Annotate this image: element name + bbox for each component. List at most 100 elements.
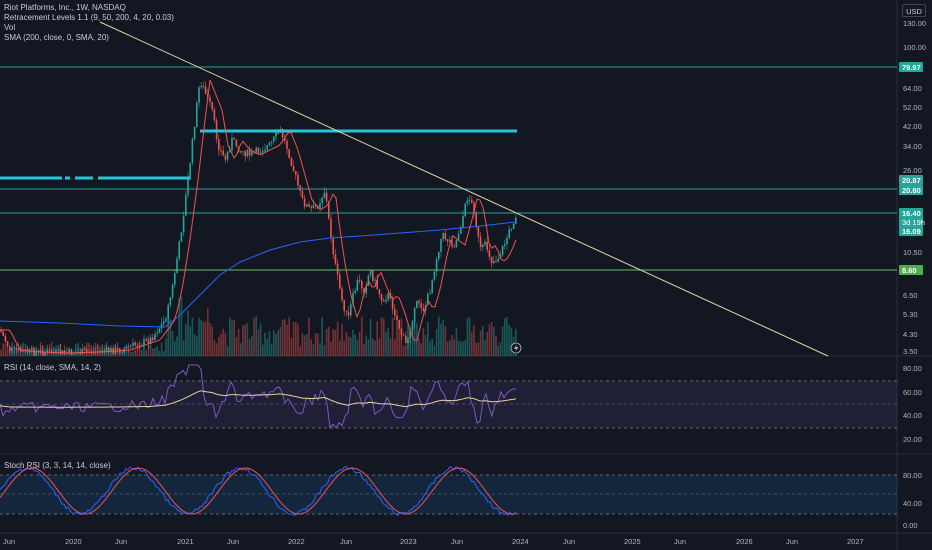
candle-body [145, 339, 147, 340]
candle-body [277, 133, 279, 134]
volume-bar [335, 330, 337, 356]
candle-body [159, 328, 161, 333]
volume-bar [445, 326, 447, 356]
candle-body [13, 347, 15, 348]
candle-body [154, 334, 156, 340]
volume-bar [282, 320, 284, 356]
volume-bar [508, 325, 510, 356]
volume-bar [434, 346, 436, 356]
candle-body [2, 332, 4, 336]
volume-bar [264, 333, 266, 356]
candle-body [49, 350, 51, 351]
candle-body [442, 233, 444, 239]
time-tick: Jun [786, 537, 798, 546]
volume-bar [339, 341, 341, 356]
candle-body [200, 86, 202, 87]
candle-body [255, 148, 257, 152]
volume-bar [442, 320, 444, 356]
volume-bar [482, 326, 484, 356]
rsi-axis[interactable]: 80.00 60.00 40.00 20.00 [903, 364, 922, 444]
candle-body [403, 335, 405, 336]
volume-bar [247, 323, 249, 356]
volume-bar [506, 317, 508, 356]
volume-bar [365, 336, 367, 356]
volume-bar [368, 339, 370, 356]
candle-body [68, 349, 70, 353]
volume-bar [299, 346, 301, 356]
volume-bar [262, 345, 264, 356]
candle-body [44, 353, 46, 356]
candle-body [152, 337, 154, 340]
candle-body [143, 339, 145, 345]
candle-body [258, 148, 260, 153]
candle-body [306, 204, 308, 206]
candle-body [73, 354, 75, 355]
volume-bar [154, 348, 156, 356]
volume-bar [346, 332, 348, 356]
candle-body [491, 257, 493, 263]
stoch-axis[interactable]: 80.00 40.00 0.00 [903, 471, 922, 530]
price-tick: 4.30 [903, 330, 918, 339]
volume-bar [370, 319, 372, 356]
candle-body [62, 350, 64, 354]
candle-body [266, 145, 268, 149]
price-tick: 10.50 [903, 248, 922, 257]
volume-bar [350, 338, 352, 356]
candle-body [471, 200, 473, 203]
time-tick: 2021 [177, 537, 194, 546]
volume-bar [163, 351, 165, 356]
volume-bar [460, 342, 462, 356]
candle-body [462, 216, 464, 227]
volume-bar [438, 317, 440, 356]
time-tick: Jun [451, 537, 463, 546]
rsi-tick: 40.00 [903, 411, 922, 420]
candle-body [337, 263, 339, 274]
candle-body [407, 338, 409, 343]
countdown-tag: 3d 19h [902, 218, 925, 227]
candle-body [260, 152, 262, 153]
candle-body [165, 319, 167, 321]
volume-bar [330, 342, 332, 356]
candle-body [372, 270, 374, 280]
rsi-tick: 60.00 [903, 388, 922, 397]
candle-body [5, 336, 7, 342]
volume-bar [277, 330, 279, 356]
candle-body [57, 349, 59, 350]
volume-bar [209, 323, 211, 356]
volume-bar [2, 343, 4, 356]
volume-bar [319, 343, 321, 356]
volume-bar [363, 344, 365, 356]
volume-bar [324, 345, 326, 356]
candle-body [291, 158, 293, 166]
candle-body [220, 150, 222, 151]
volume-bar [231, 321, 233, 356]
volume-bar [291, 338, 293, 356]
candle-body [222, 151, 224, 156]
volume-bar [385, 332, 387, 356]
time-tick: 2023 [400, 537, 417, 546]
candle-body [515, 218, 517, 224]
volume-bar [383, 318, 385, 356]
candle-body [137, 345, 139, 346]
candle-body [304, 198, 306, 206]
candle-body [414, 308, 416, 323]
lightning-icon[interactable] [511, 343, 521, 353]
candle-body [339, 275, 341, 289]
time-axis[interactable]: Jun 2020 Jun 2021 Jun 2022 Jun 2023 Jun … [3, 537, 864, 546]
candle-body [189, 163, 191, 179]
volume-bar [354, 335, 356, 356]
time-tick: 2027 [847, 537, 864, 546]
volume-bar [491, 322, 493, 356]
candle-body [130, 346, 132, 347]
volume-bar [172, 331, 174, 356]
candle-body [233, 138, 235, 140]
volume-bar [405, 345, 407, 356]
candle-body [420, 303, 422, 308]
volume-bar [227, 346, 229, 356]
volume-bar [484, 340, 486, 356]
candle-body [35, 352, 37, 356]
candle-body [196, 103, 198, 127]
volume-bar [392, 318, 394, 356]
candle-body [251, 152, 253, 156]
